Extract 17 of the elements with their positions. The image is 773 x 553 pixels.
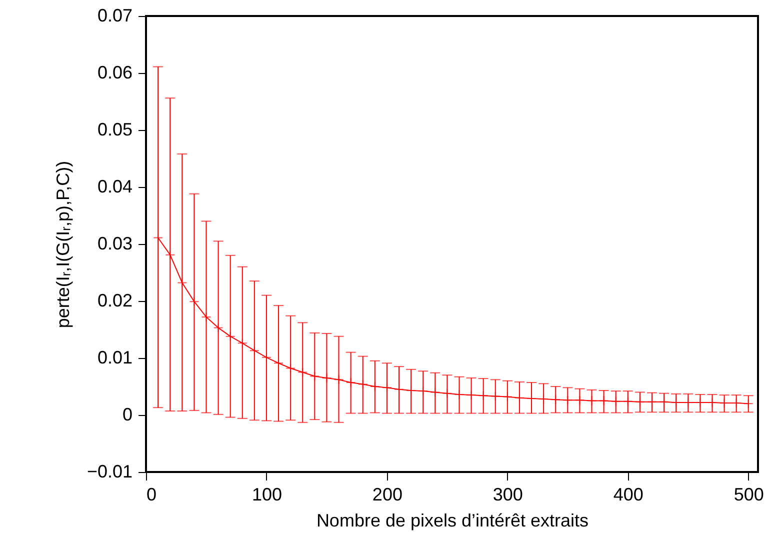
- x-tick-label: 500: [734, 484, 764, 504]
- y-axis-title: perte(Iᵣ,I(G(Iᵣ,p),P,C)): [52, 160, 73, 328]
- y-tick-label: 0.01: [97, 348, 132, 368]
- y-tick-label: 0.02: [97, 290, 132, 310]
- y-tick-label: 0.03: [97, 234, 132, 254]
- x-tick-label: 0: [146, 484, 157, 504]
- x-tick-label: 400: [613, 484, 644, 504]
- y-tick-label: 0.06: [97, 62, 132, 82]
- y-tick-label: 0.07: [97, 6, 132, 26]
- y-tick-label: 0.04: [97, 176, 132, 196]
- y-tick-label: 0: [122, 404, 132, 424]
- x-tick-label: 300: [492, 484, 523, 504]
- y-tick-label: −0.01: [86, 462, 132, 482]
- y-tick-label: 0.05: [97, 120, 132, 140]
- x-tick-label: 100: [252, 484, 282, 504]
- x-tick-label: 200: [372, 484, 402, 504]
- x-axis-title: Nombre de pixels d’intérêt extraits: [316, 510, 589, 530]
